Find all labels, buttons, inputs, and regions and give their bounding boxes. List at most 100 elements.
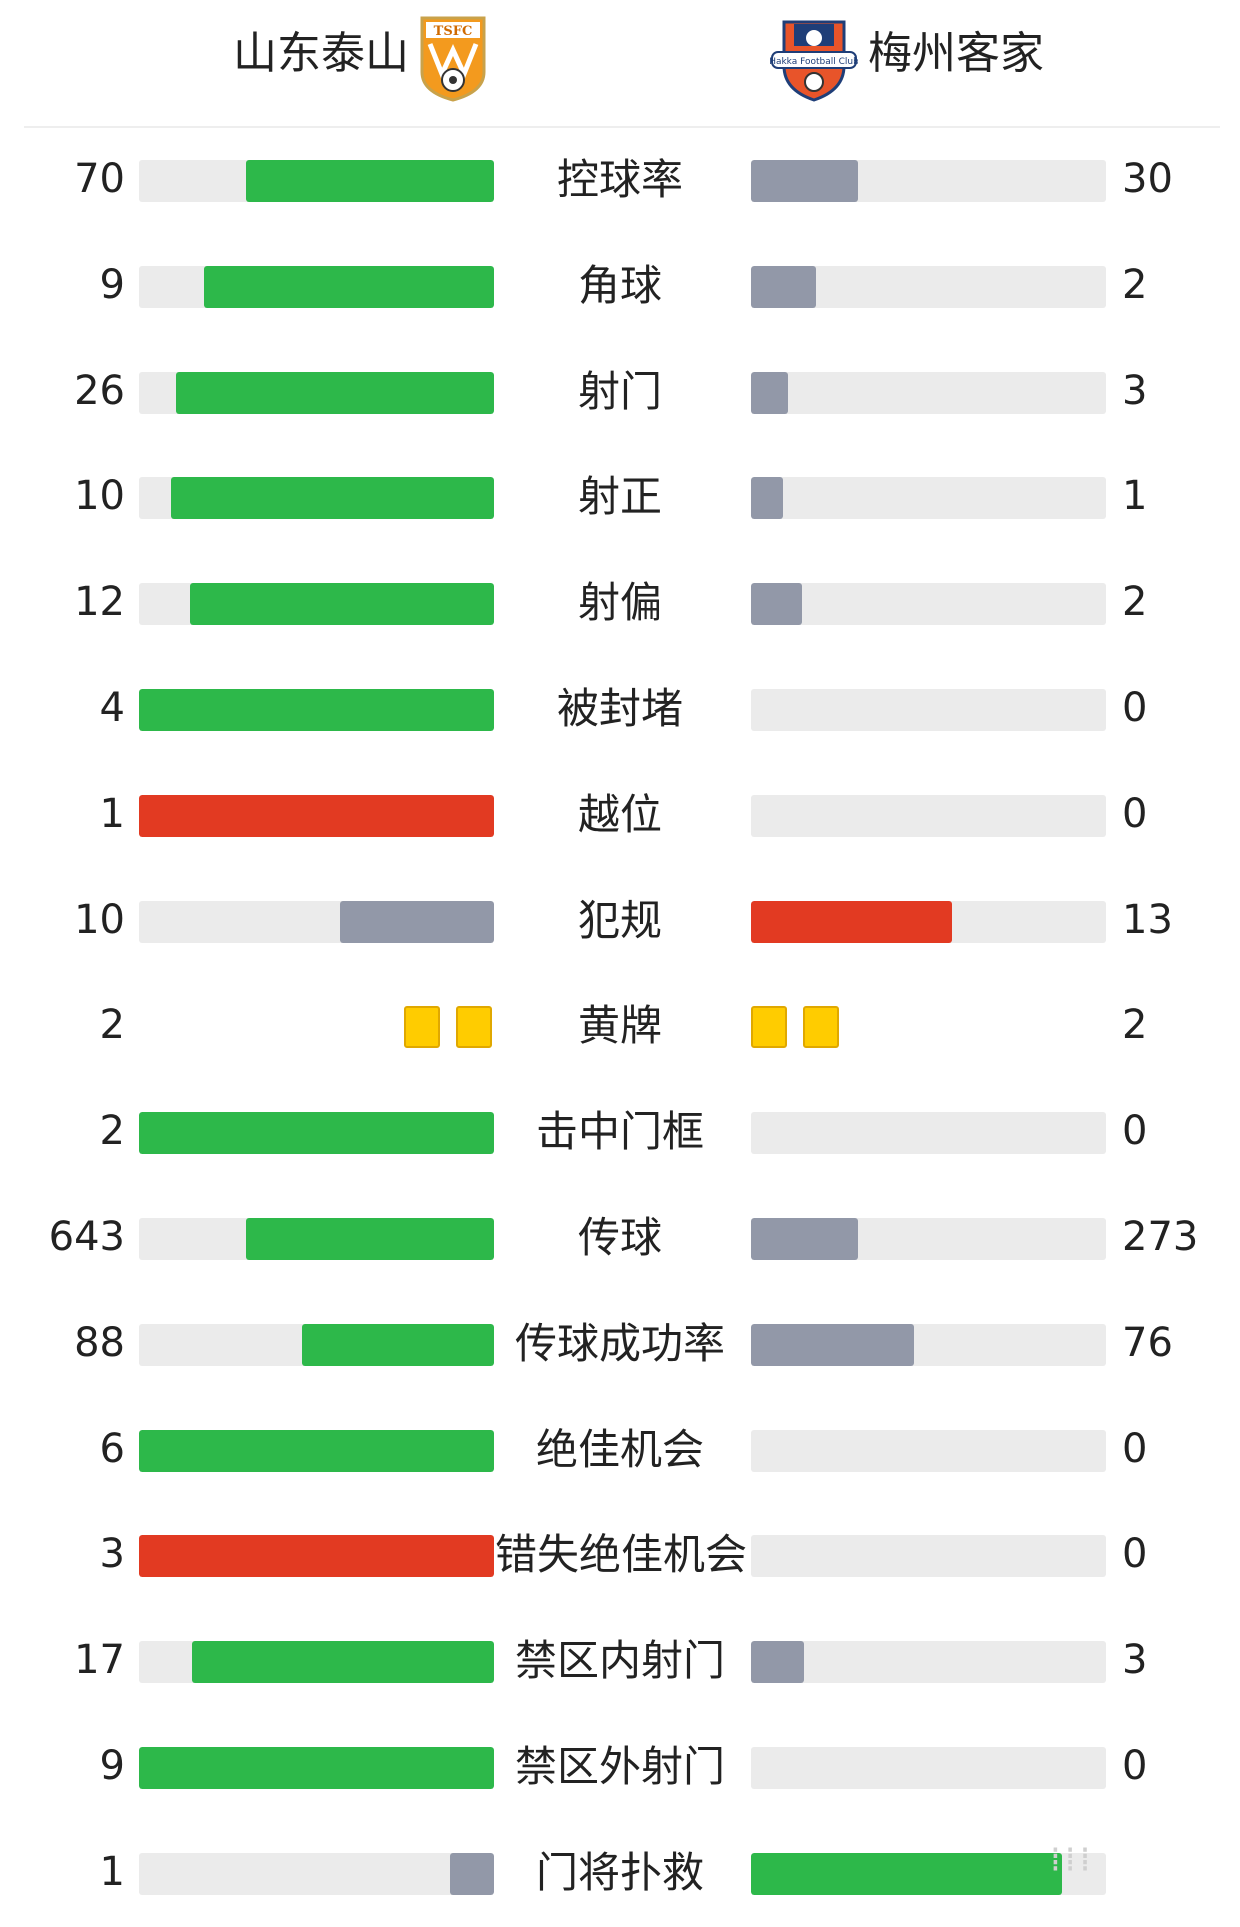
away-stat-bar: [751, 1641, 1106, 1684]
stat-row: 1 越位 0: [0, 763, 1240, 869]
away-stat-value: 0: [1122, 1425, 1148, 1472]
away-stat-bar: [751, 1535, 1106, 1578]
away-stat-bar-fill: [751, 583, 802, 626]
away-stat-bar-fill: [751, 1641, 805, 1684]
stat-label: 犯规: [577, 895, 662, 945]
away-stat-bar: [751, 477, 1106, 520]
home-stat-value: 4: [99, 685, 125, 731]
away-stat-bar: [751, 583, 1106, 626]
stat-label: 传球成功率: [514, 1318, 725, 1368]
home-stat-bar-fill: [449, 1852, 494, 1895]
yellow-card-icon: [803, 1006, 839, 1049]
away-stat-bar-fill: [751, 371, 788, 414]
stat-row: 2 击中门框 0: [0, 1080, 1240, 1186]
stat-label: 射偏: [577, 578, 662, 628]
home-stat-value: 88: [74, 1319, 125, 1366]
away-stat-bar-fill: [751, 477, 784, 520]
yellow-card-icon: [404, 1006, 440, 1049]
away-stat-bar: [751, 371, 1106, 414]
stat-row: 1 门将扑救: [0, 1821, 1240, 1927]
home-stat-bar: [139, 583, 494, 626]
away-stat-bar: [751, 1218, 1106, 1260]
home-stat-bar-fill: [203, 265, 494, 308]
watermark-glyph: ⁞⁞⁞: [1050, 1840, 1095, 1880]
home-stat-bar: [139, 1852, 494, 1895]
stat-row: 12 射偏 2: [0, 551, 1240, 657]
stat-row: 10 射正 1: [0, 445, 1240, 551]
away-stat-value: 76: [1122, 1319, 1173, 1366]
away-stat-bar-fill: [751, 1218, 858, 1260]
stat-label: 错失绝佳机会: [495, 1530, 748, 1580]
home-stat-bar-fill: [139, 794, 494, 837]
home-stat-bar-fill: [175, 371, 494, 414]
home-stat-bar-fill: [189, 583, 494, 626]
home-stat-bar-fill: [192, 1641, 494, 1684]
away-stat-bar: [751, 794, 1106, 837]
home-stat-bar-fill: [245, 1218, 494, 1260]
stat-row: 70 控球率 30: [0, 128, 1240, 234]
home-stat-value: 17: [74, 1637, 125, 1684]
away-stat-value: 13: [1122, 896, 1173, 943]
home-stat-bar: [139, 371, 494, 414]
home-stat-bar-fill: [139, 1535, 494, 1578]
away-stat-bar-fill: [751, 1852, 1062, 1895]
home-stat-bar-fill: [139, 1429, 494, 1472]
stat-label: 越位: [577, 789, 662, 839]
home-stat-bar: [139, 689, 494, 731]
yellow-card-icon: [751, 1006, 787, 1049]
home-stat-bar: [139, 477, 494, 520]
home-stat-value: 12: [74, 579, 125, 626]
home-crest-text: TSFC: [434, 24, 473, 39]
home-stat-bar-fill: [245, 160, 494, 202]
stat-label: 禁区内射门: [514, 1636, 725, 1686]
stat-row: 26 射门 3: [0, 340, 1240, 446]
stat-label: 射门: [577, 366, 662, 416]
home-stat-bar-fill: [339, 900, 494, 943]
stat-label: 黄牌: [577, 1001, 662, 1051]
home-stat-bar: [139, 1323, 494, 1366]
stat-row: 4 被封堵 0: [0, 657, 1240, 763]
stat-row: 3 错失绝佳机会 0: [0, 1503, 1240, 1609]
stat-row: 6 绝佳机会 0: [0, 1398, 1240, 1504]
away-stat-value: 1: [1122, 473, 1148, 520]
home-stat-bar-fill: [171, 477, 494, 520]
home-stat-value: 26: [74, 367, 125, 414]
away-stat-bar-fill: [751, 265, 816, 308]
away-stat-bar: [751, 689, 1106, 731]
stat-label: 门将扑救: [535, 1847, 704, 1897]
away-stat-bar: [751, 265, 1106, 308]
away-stat-value: 0: [1122, 1531, 1148, 1578]
home-team-name: 山东泰山: [233, 28, 409, 79]
home-stat-bar: [139, 1747, 494, 1789]
stat-row: 17 禁区内射门 3: [0, 1609, 1240, 1715]
away-stat-value: 2: [1122, 261, 1148, 308]
home-stat-bar: [139, 1535, 494, 1578]
stat-label: 角球: [577, 260, 662, 310]
away-stat-value: 3: [1122, 367, 1148, 414]
stat-label: 控球率: [556, 155, 683, 204]
away-team-crest-icon: Hakka Football Club: [770, 20, 858, 102]
home-stat-value: 10: [74, 473, 125, 520]
away-stat-value: 0: [1122, 790, 1148, 837]
away-crest-text: Hakka Football Club: [770, 57, 858, 67]
home-stat-bar: [139, 1112, 494, 1155]
home-stat-bar: [139, 265, 494, 308]
home-stat-bar: [139, 1218, 494, 1260]
away-team-name: 梅州客家: [868, 28, 1044, 79]
away-stat-value: 30: [1122, 156, 1173, 202]
home-stat-value: 2: [99, 1108, 125, 1155]
home-stat-bar: [139, 900, 494, 943]
yellow-card-icon: [456, 1006, 492, 1049]
stat-label: 击中门框: [535, 1107, 704, 1157]
away-stat-value: 3: [1122, 1637, 1148, 1684]
home-stat-bar-fill: [302, 1323, 494, 1366]
away-stat-value: 2: [1122, 1002, 1148, 1049]
home-stat-value: 3: [99, 1531, 125, 1578]
home-team-crest-icon: TSFC: [420, 16, 486, 102]
stat-row: 10 犯规 13: [0, 869, 1240, 975]
home-stat-value: 2: [99, 1002, 125, 1049]
stat-row: 643 传球 273: [0, 1186, 1240, 1292]
away-stat-bar: [751, 1112, 1106, 1155]
away-stat-bar: [751, 1323, 1106, 1366]
home-stat-value: 1: [99, 790, 125, 837]
